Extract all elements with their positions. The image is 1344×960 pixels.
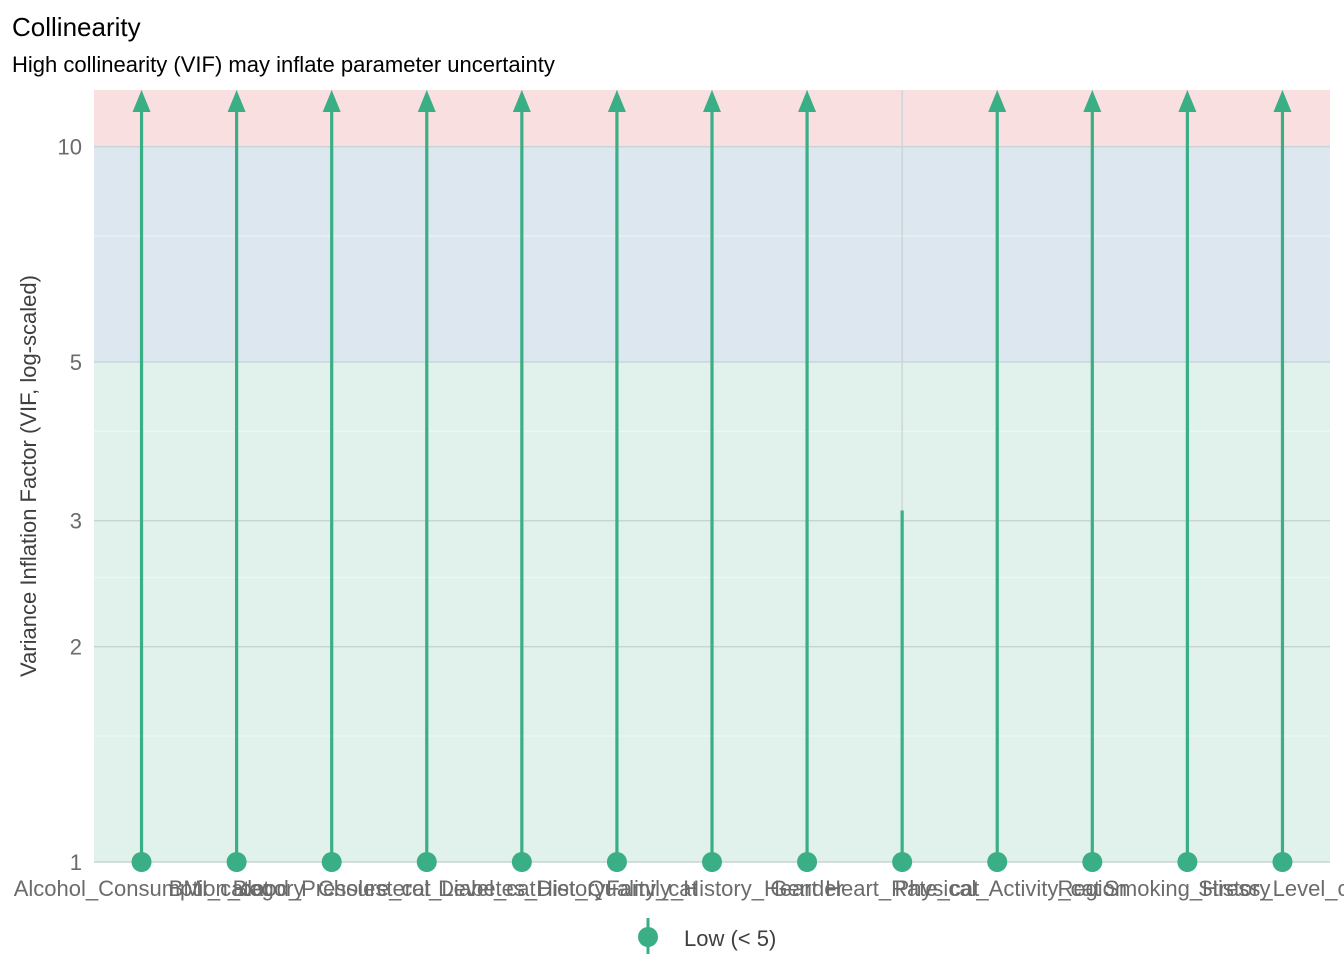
point-10: [1082, 852, 1103, 872]
x-tick-label-1: BMI_category: [169, 876, 305, 901]
point-8: [892, 852, 913, 872]
arrowhead-1: [227, 90, 246, 112]
x-tick-label-3: Cholesterol_Level_cat: [318, 876, 536, 901]
y-tick-label-2: 3: [70, 509, 82, 534]
lollipop-marks: [131, 90, 1293, 872]
point-11: [1177, 852, 1198, 872]
point-9: [987, 852, 1008, 872]
x-tick-label-10: Region: [1057, 876, 1127, 901]
arrowhead-12: [1273, 90, 1292, 112]
y-tick-label-4: 10: [58, 135, 82, 160]
point-3: [416, 852, 437, 872]
x-tick-label-12: Stress_Level_cat: [1198, 876, 1344, 901]
legend: Low (< 5): [638, 918, 776, 954]
x-tick-label-5: Diet_Quality_cat: [536, 876, 697, 901]
chart-title: Collinearity: [12, 12, 141, 42]
y-axis-title: Variance Inflation Factor (VIF, log-scal…: [16, 275, 41, 677]
x-tick-label-7: Gender: [770, 876, 843, 901]
y-tick-label-0: 1: [70, 850, 82, 875]
x-tick-label-11: Smoking_History: [1104, 876, 1270, 901]
y-tick-label-3: 5: [70, 350, 82, 375]
y-tick-label-1: 2: [70, 635, 82, 660]
x-tick-label-4: Diabetes_History: [438, 876, 606, 901]
point-2: [321, 852, 342, 872]
arrowhead-9: [988, 90, 1007, 112]
point-12: [1272, 852, 1293, 872]
arrowhead-2: [322, 90, 341, 112]
y-axis-ticks: 1 2 3 5 10: [58, 135, 82, 875]
arrowhead-7: [798, 90, 817, 112]
chart-subtitle: High collinearity (VIF) may inflate para…: [12, 52, 555, 77]
x-tick-label-8: Heart_Rate_cat: [825, 876, 979, 901]
legend-key-dot: [638, 927, 658, 947]
point-1: [226, 852, 247, 872]
arrowhead-3: [417, 90, 436, 112]
arrowhead-10: [1083, 90, 1102, 112]
point-6: [702, 852, 722, 872]
x-tick-label-2: Blood_Pressure_cat: [233, 876, 431, 901]
arrowhead-5: [607, 90, 626, 112]
point-4: [511, 852, 532, 872]
x-tick-label-9: Physical_Activity_cat: [895, 876, 1100, 901]
point-0: [131, 852, 152, 872]
legend-label: Low (< 5): [684, 926, 776, 951]
arrowhead-11: [1178, 90, 1197, 112]
plot-area: [94, 90, 1330, 872]
arrowhead-4: [512, 90, 531, 112]
x-axis-ticks: Alcohol_Consumption_catBMI_categoryBlood…: [14, 876, 1344, 901]
x-tick-label-0: Alcohol_Consumption_cat: [14, 876, 270, 901]
arrowhead-0: [132, 90, 151, 112]
arrowhead-6: [703, 90, 721, 112]
point-5: [606, 852, 627, 872]
x-tick-label-6: Family_History_Heart: [606, 876, 818, 901]
point-7: [797, 852, 818, 872]
